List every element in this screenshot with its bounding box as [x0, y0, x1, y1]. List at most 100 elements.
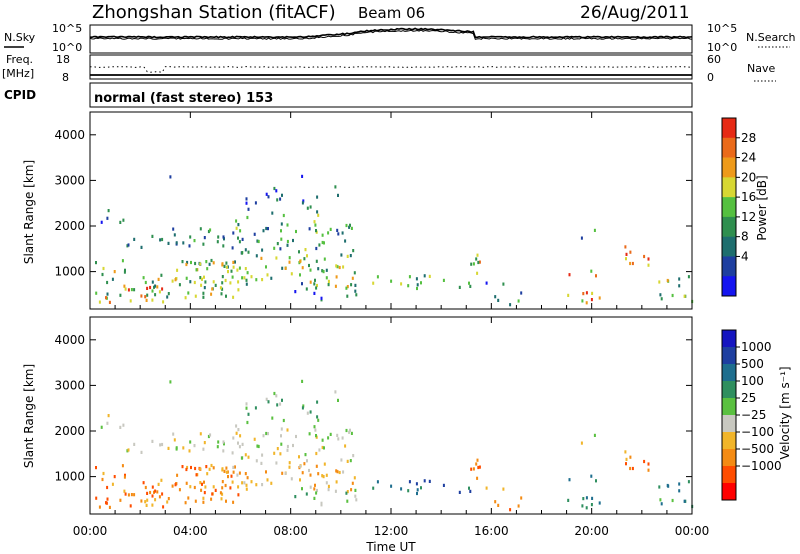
velocity-cell — [222, 440, 225, 444]
power-cell — [201, 277, 203, 281]
velocity-cell — [520, 496, 523, 500]
velocity-cell — [246, 476, 249, 480]
velocity-cell — [567, 498, 570, 502]
power-cell — [214, 283, 217, 287]
velocity-cell — [202, 447, 205, 451]
power-cell — [313, 220, 316, 224]
power-cell — [286, 243, 289, 247]
power-cell — [337, 232, 340, 236]
x-tick-label: 16:00 — [474, 524, 509, 538]
velocity-cell — [591, 496, 594, 500]
velocity-cell — [276, 447, 279, 451]
velocity-cell — [349, 428, 351, 432]
velocity-cell — [146, 491, 149, 495]
velocity-cell — [181, 465, 184, 469]
power-cell — [298, 250, 300, 254]
power-cell — [273, 246, 276, 250]
power-cell — [321, 240, 324, 245]
velocity-cell — [420, 486, 422, 490]
power-cell — [246, 271, 249, 275]
power-cell — [279, 247, 282, 251]
velocity-cell — [458, 490, 461, 494]
velocity-cell — [159, 443, 162, 447]
power-cell — [458, 285, 461, 289]
power-cell — [309, 268, 312, 272]
power-cell — [309, 280, 312, 284]
power-cell — [582, 292, 585, 296]
velocity-cell — [265, 431, 268, 436]
power-cell — [671, 293, 674, 298]
velocity-cell — [315, 451, 318, 456]
power-cell — [210, 258, 213, 263]
velocity-cell — [323, 446, 325, 450]
velocity-cell — [149, 490, 152, 495]
power-cell — [408, 275, 411, 279]
power-cell — [241, 251, 243, 255]
velocity-cell — [127, 448, 130, 452]
colorbar-frame — [721, 117, 737, 297]
velocity-cell — [338, 470, 341, 475]
power-cell — [239, 229, 242, 233]
power-cell — [325, 268, 328, 272]
power-cell — [140, 245, 143, 249]
velocity-cell — [225, 466, 228, 470]
velocity-cell — [345, 491, 348, 495]
velocity-cell — [234, 465, 236, 469]
velocity-cell — [241, 456, 243, 460]
nave-tick-bottom: 0 — [707, 71, 714, 84]
power-cell — [235, 219, 238, 223]
velocity-cell — [595, 479, 597, 483]
power-cell — [271, 211, 274, 215]
velocity-cell — [354, 488, 357, 492]
velocity-cell — [336, 470, 339, 474]
x-tick-label: 04:00 — [173, 524, 208, 538]
power-cell — [590, 269, 593, 273]
power-cell — [470, 262, 473, 266]
velocity-cell — [119, 425, 122, 429]
velocity-cell — [237, 428, 240, 432]
power-cell — [476, 271, 479, 275]
velocity-cell — [517, 504, 520, 508]
power-cell — [173, 233, 176, 237]
velocity-cell — [106, 421, 109, 425]
power-cell — [270, 276, 273, 280]
velocity-cell — [270, 481, 273, 485]
power-cell — [327, 283, 330, 287]
velocity-cell — [247, 455, 250, 459]
power-cell — [111, 277, 114, 281]
velocity-cell — [313, 425, 316, 429]
velocity-cell — [151, 503, 154, 507]
velocity-cell — [190, 465, 192, 470]
colorbar-swatch — [722, 330, 736, 348]
power-cell — [202, 242, 205, 246]
velocity-cell — [220, 497, 223, 501]
velocity-cell — [245, 402, 248, 406]
velocity-cell — [408, 480, 411, 484]
velocity-cell — [105, 501, 107, 505]
power-cell — [631, 261, 634, 266]
power-cell — [237, 288, 240, 292]
velocity-cell — [315, 491, 318, 495]
power-cell — [127, 243, 130, 247]
velocity-cell — [256, 444, 259, 448]
velocity-cell — [321, 445, 324, 450]
velocity-cell — [219, 491, 222, 495]
velocity-cell — [237, 485, 240, 489]
power-cell — [502, 282, 505, 286]
power-cell — [350, 283, 353, 287]
power-cell — [144, 280, 147, 285]
time-axis-label: Time UT — [365, 540, 416, 554]
power-cell — [216, 240, 219, 244]
power-cell — [257, 239, 260, 244]
power-cell — [346, 294, 349, 298]
velocity-cell — [301, 406, 304, 410]
power-cell — [212, 280, 215, 284]
velocity-cell — [216, 445, 219, 449]
power-cell — [390, 279, 393, 283]
velocity-cell — [281, 471, 284, 475]
velocity-cell — [335, 480, 338, 484]
power-cell — [260, 256, 263, 260]
colorbar-swatch — [722, 197, 736, 218]
power-cell — [167, 292, 170, 296]
velocity-cell — [624, 450, 627, 454]
